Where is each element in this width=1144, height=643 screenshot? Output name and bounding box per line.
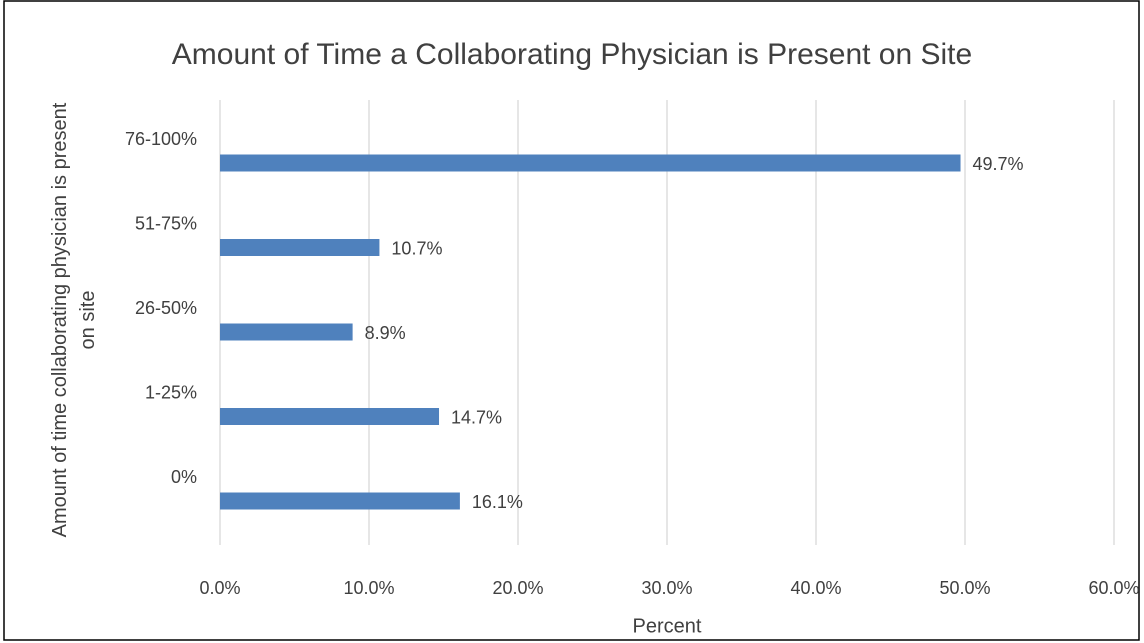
x-tick-label: 50.0% (939, 578, 990, 598)
y-tick-label: 76-100% (125, 129, 197, 149)
bar (220, 154, 961, 172)
data-label: 10.7% (391, 238, 442, 258)
bar (220, 408, 440, 425)
x-tick-label: 40.0% (790, 578, 841, 598)
bar (220, 323, 353, 341)
bar (220, 239, 380, 256)
data-label: 14.7% (451, 407, 502, 427)
y-axis-label: Amount of time collaborating physician i… (49, 102, 99, 538)
x-tick-label: 10.0% (343, 578, 394, 598)
x-tick-label: 30.0% (641, 578, 692, 598)
x-tick-label: 20.0% (492, 578, 543, 598)
data-label: 8.9% (365, 323, 406, 343)
y-tick-label: 51-75% (135, 213, 197, 233)
data-label: 49.7% (973, 154, 1024, 174)
y-tick-label: 26-50% (135, 298, 197, 318)
bar (220, 492, 460, 510)
x-tick-label: 60.0% (1088, 578, 1139, 598)
x-axis-label: Percent (633, 615, 702, 637)
y-tick-label: 0% (171, 467, 197, 487)
x-tick-label: 0.0% (199, 578, 240, 598)
chart-title: Amount of Time a Collaborating Physician… (172, 38, 972, 71)
data-label: 16.1% (472, 492, 523, 512)
chart-border (3, 0, 1140, 641)
y-tick-label: 1-25% (145, 382, 197, 402)
